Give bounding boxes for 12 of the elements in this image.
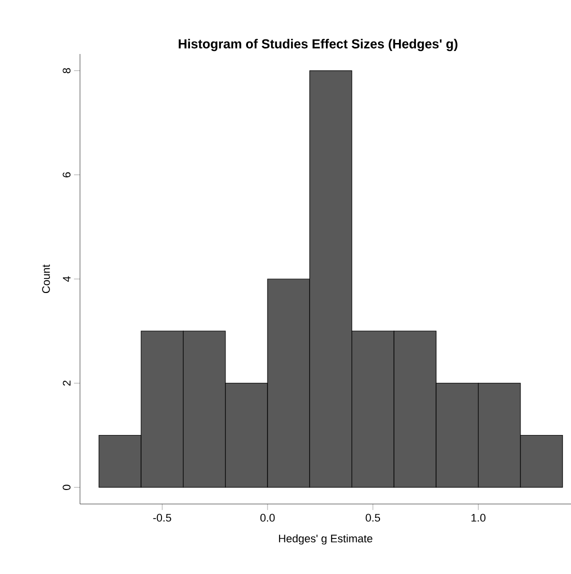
x-tick-label: 0.0 (260, 514, 275, 522)
y-tick-label: 0 (62, 484, 70, 490)
x-tick-label: 1.0 (471, 514, 486, 522)
y-tick-label: 8 (62, 68, 70, 74)
x-tick-label: -0.5 (153, 514, 172, 522)
y-tick-label: 6 (62, 172, 70, 178)
y-tick-label: 4 (62, 276, 70, 282)
x-axis-title: Hedges' g Estimate (279, 534, 372, 545)
x-tick-label: 0.5 (366, 514, 380, 522)
chart-title: Histogram of Studies Effect Sizes (Hedges' g) (178, 38, 458, 52)
y-axis-title: Count (42, 264, 50, 294)
y-tick-label: 2 (62, 380, 70, 386)
